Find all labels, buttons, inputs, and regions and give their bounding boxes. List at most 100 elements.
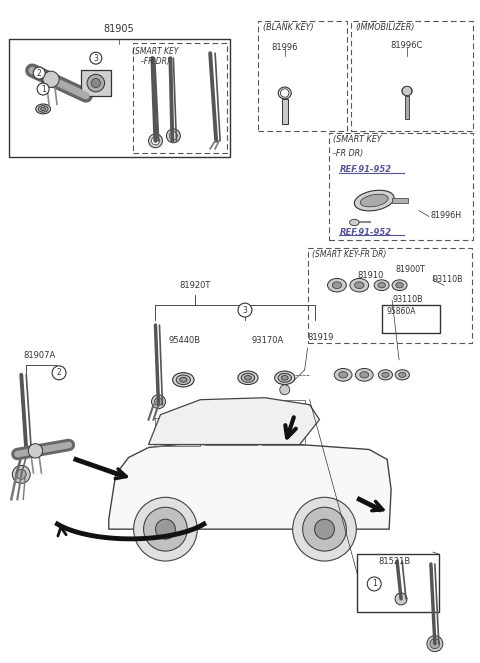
- Circle shape: [37, 83, 49, 95]
- Ellipse shape: [378, 282, 385, 288]
- Ellipse shape: [245, 375, 252, 380]
- Ellipse shape: [399, 373, 406, 377]
- Ellipse shape: [173, 373, 194, 387]
- Text: -FR DR): -FR DR): [334, 149, 364, 158]
- Bar: [9, 39, 230, 156]
- Ellipse shape: [360, 194, 388, 207]
- Text: REF.91-952: REF.91-952: [339, 164, 392, 174]
- Text: 81996C: 81996C: [391, 41, 423, 50]
- Text: 1: 1: [41, 84, 46, 93]
- Circle shape: [156, 519, 175, 539]
- Circle shape: [91, 78, 100, 88]
- Circle shape: [52, 366, 66, 380]
- Circle shape: [167, 129, 180, 143]
- Circle shape: [402, 86, 412, 95]
- Bar: [282, 99, 288, 125]
- Bar: [205, 400, 257, 444]
- Text: 2: 2: [57, 369, 61, 377]
- Text: 81996: 81996: [272, 43, 298, 52]
- Ellipse shape: [402, 86, 412, 95]
- Ellipse shape: [327, 278, 347, 292]
- Ellipse shape: [392, 280, 407, 290]
- Ellipse shape: [378, 370, 393, 380]
- Circle shape: [430, 638, 440, 648]
- Ellipse shape: [360, 372, 369, 378]
- Text: 3: 3: [242, 306, 247, 314]
- Circle shape: [314, 519, 335, 539]
- Text: -FR DR): -FR DR): [141, 57, 170, 66]
- Polygon shape: [148, 398, 320, 444]
- Circle shape: [87, 74, 105, 92]
- Ellipse shape: [396, 282, 403, 288]
- Circle shape: [293, 497, 356, 561]
- Text: (SMART KEY: (SMART KEY: [334, 135, 382, 144]
- Ellipse shape: [349, 219, 359, 225]
- Circle shape: [152, 137, 159, 145]
- Text: 81907A: 81907A: [23, 351, 55, 360]
- Text: 2: 2: [37, 68, 42, 78]
- Ellipse shape: [395, 370, 409, 380]
- Ellipse shape: [355, 282, 364, 288]
- Text: 81900T: 81900T: [395, 265, 425, 274]
- Ellipse shape: [36, 104, 50, 114]
- Ellipse shape: [354, 190, 394, 211]
- Bar: [392, 198, 408, 204]
- Circle shape: [152, 394, 166, 408]
- Text: 81521B: 81521B: [378, 557, 410, 566]
- Circle shape: [238, 303, 252, 317]
- Text: 1: 1: [372, 579, 377, 589]
- Circle shape: [133, 497, 197, 561]
- Ellipse shape: [176, 375, 191, 385]
- Circle shape: [427, 636, 443, 652]
- Circle shape: [90, 52, 102, 64]
- Bar: [258, 21, 348, 131]
- Text: 93110B: 93110B: [392, 295, 423, 304]
- Circle shape: [280, 385, 290, 394]
- Ellipse shape: [238, 371, 258, 385]
- Bar: [81, 70, 111, 95]
- Polygon shape: [109, 444, 391, 529]
- Bar: [329, 133, 473, 241]
- Circle shape: [16, 469, 26, 479]
- Text: 3: 3: [94, 54, 98, 62]
- Text: 93170A: 93170A: [252, 336, 284, 345]
- Ellipse shape: [339, 372, 348, 378]
- Circle shape: [12, 465, 30, 483]
- Text: 93110B: 93110B: [433, 275, 464, 284]
- Bar: [262, 400, 305, 444]
- Ellipse shape: [350, 278, 369, 292]
- Ellipse shape: [374, 280, 389, 290]
- Circle shape: [148, 134, 162, 148]
- Ellipse shape: [382, 373, 389, 377]
- Ellipse shape: [332, 282, 342, 288]
- Text: (IMMOBILIZER): (IMMOBILIZER): [355, 23, 415, 32]
- Circle shape: [367, 577, 381, 591]
- Text: 95860A: 95860A: [386, 307, 416, 316]
- Circle shape: [169, 132, 178, 140]
- Ellipse shape: [278, 373, 291, 383]
- Ellipse shape: [278, 87, 291, 99]
- Ellipse shape: [281, 375, 288, 380]
- Ellipse shape: [180, 377, 187, 382]
- Text: (SMART KEY-FR DR): (SMART KEY-FR DR): [312, 251, 386, 259]
- Text: 81996H: 81996H: [431, 211, 462, 220]
- Ellipse shape: [281, 90, 288, 96]
- Circle shape: [33, 67, 45, 79]
- Text: 95440B: 95440B: [168, 336, 201, 345]
- Text: 81919: 81919: [308, 333, 334, 342]
- Circle shape: [302, 507, 347, 551]
- Ellipse shape: [38, 105, 48, 112]
- Ellipse shape: [241, 373, 255, 383]
- Bar: [308, 249, 472, 343]
- Circle shape: [155, 398, 162, 406]
- Text: (SMART KEY: (SMART KEY: [132, 47, 179, 56]
- Bar: [357, 554, 439, 612]
- Ellipse shape: [275, 371, 295, 385]
- Bar: [156, 418, 200, 446]
- Circle shape: [28, 444, 43, 458]
- Bar: [405, 95, 408, 119]
- Circle shape: [280, 89, 289, 97]
- Ellipse shape: [334, 369, 352, 381]
- Ellipse shape: [41, 107, 46, 111]
- Text: REF.91-952: REF.91-952: [339, 229, 392, 237]
